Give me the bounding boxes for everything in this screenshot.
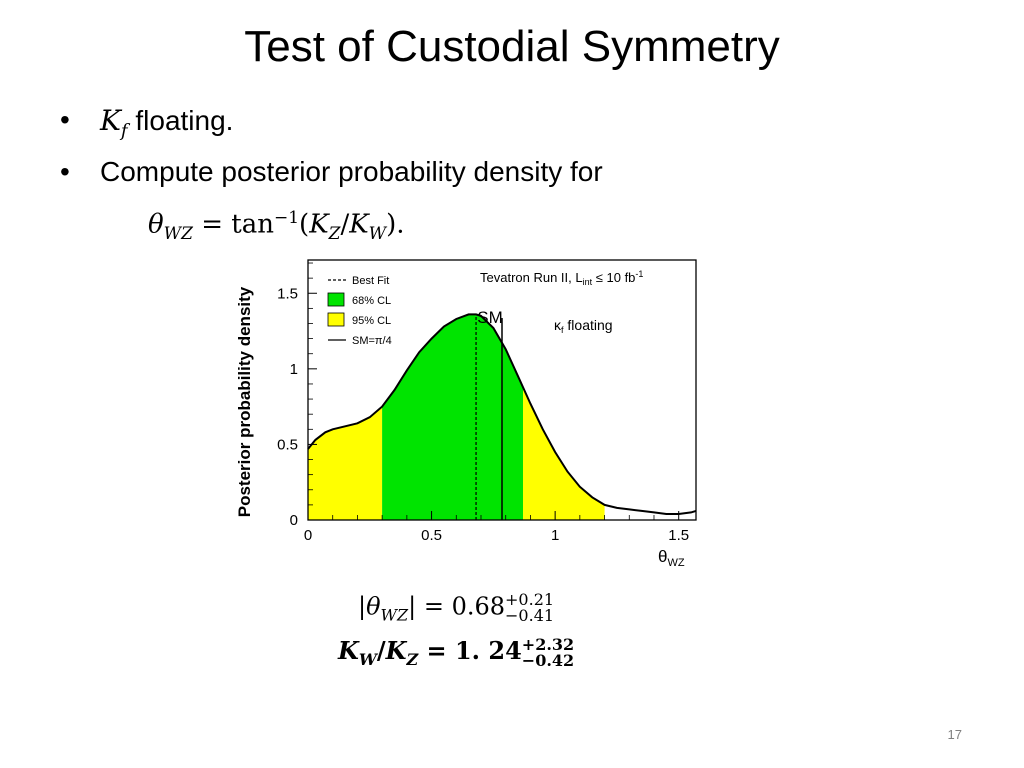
header-annotation: Tevatron Run II, Lint ≤ 10 fb-1 <box>480 269 643 287</box>
kf-symbol: K <box>100 104 121 137</box>
bullet-dot: • <box>60 104 70 135</box>
header-sub: int <box>583 277 593 287</box>
y-tick-label: 0.5 <box>277 436 298 453</box>
kappa-text: floating <box>564 317 613 333</box>
x-tick-label: 1 <box>551 527 559 544</box>
posterior-curve <box>307 313 697 515</box>
bullet-dot: • <box>60 156 70 187</box>
legend-label: SM=π/4 <box>352 335 392 347</box>
kappa-sub: f <box>561 325 564 335</box>
cl-band-95cl <box>308 406 383 520</box>
legend-label: Best Fit <box>352 275 389 287</box>
legend-swatch <box>327 292 345 307</box>
y-tick-label: 1.5 <box>277 285 298 302</box>
legend-swatch <box>327 312 345 327</box>
bullet-text: Compute posterior probability density fo… <box>100 156 603 187</box>
kw-kz-result-equation: KW/KZ = 1. 24 +2.32 −0.42 <box>338 634 575 670</box>
x-tick-label: 0 <box>304 527 312 544</box>
cl-band-95cl <box>523 387 605 520</box>
kf-subscript: f <box>120 120 128 142</box>
header-part2: ≤ 10 fb <box>592 270 635 285</box>
y-tick-label: 1 <box>290 361 298 378</box>
x-tick-label: 0.5 <box>421 527 442 544</box>
plot-frame <box>307 259 697 521</box>
x-axis-label: θWZ <box>658 547 685 569</box>
posterior-density-chart: SM 0 0.5 1 1.5 0 0.5 1 1.5 Posterior probability … <box>235 259 697 569</box>
cl-band-68cl <box>382 314 523 520</box>
page-number: 17 <box>947 727 962 742</box>
bullet-text: floating. <box>127 105 234 136</box>
legend-label: 95% CL <box>352 315 391 327</box>
kappa-annotation: κf floating <box>554 317 613 335</box>
sm-label: SM <box>477 308 503 327</box>
theta-definition-equation: θWZ = tan−1(KZ/KW). <box>148 208 405 244</box>
legend-label: 68% CL <box>352 295 391 307</box>
y-axis-label: Posterior probability density <box>235 286 254 517</box>
y-tick-label: 0 <box>290 512 298 529</box>
x-tick-label: 1.5 <box>668 527 689 544</box>
x-axis-label-subscript: WZ <box>667 557 684 569</box>
theta-result-equation: |θWZ| = 0.68 +0.21 −0.41 <box>358 590 555 625</box>
header-sup: -1 <box>635 269 643 279</box>
slide-title: Test of Custodial Symmetry <box>244 22 780 71</box>
